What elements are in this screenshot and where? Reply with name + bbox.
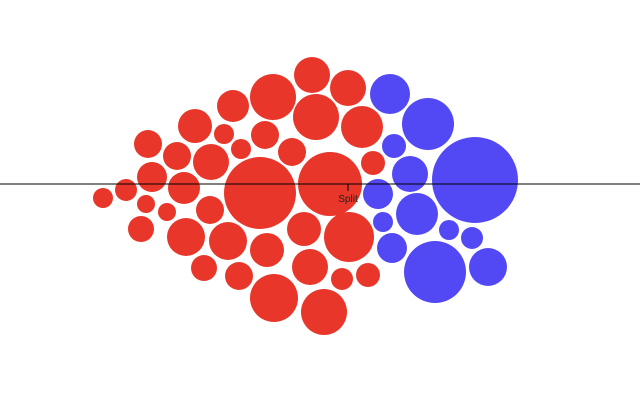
bubble-a-19[interactable] xyxy=(115,179,137,201)
bubble-a-0[interactable] xyxy=(294,57,330,93)
bubble-a-31[interactable] xyxy=(225,262,253,290)
bubble-a-8[interactable] xyxy=(251,121,279,149)
bubble-a-6[interactable] xyxy=(178,109,212,143)
bubble-a-24[interactable] xyxy=(128,216,154,242)
bubble-a-25[interactable] xyxy=(167,218,205,256)
bubble-b-3[interactable] xyxy=(392,156,428,192)
bubble-b-7[interactable] xyxy=(396,193,438,235)
bubble-a-28[interactable] xyxy=(324,212,374,262)
bubble-a-11[interactable] xyxy=(278,138,306,166)
bubble-b-2[interactable] xyxy=(382,134,406,158)
bubble-a-15[interactable] xyxy=(137,162,167,192)
bubble-a-2[interactable] xyxy=(330,70,366,106)
bubble-a-13[interactable] xyxy=(193,144,229,180)
bubble-a-36[interactable] xyxy=(301,289,347,335)
bubble-a-4[interactable] xyxy=(293,94,339,140)
split-label: Split xyxy=(338,194,358,205)
bubble-a-5[interactable] xyxy=(341,106,383,148)
bubble-b-5[interactable] xyxy=(363,179,393,209)
bubble-a-1[interactable] xyxy=(250,74,296,120)
bubble-a-32[interactable] xyxy=(292,249,328,285)
bubble-a-3[interactable] xyxy=(217,90,249,122)
bubble-b-4[interactable] xyxy=(432,137,518,223)
bubble-b-6[interactable] xyxy=(373,212,393,232)
bubble-a-33[interactable] xyxy=(331,268,353,290)
bubble-a-23[interactable] xyxy=(196,196,224,224)
bubble-b-0[interactable] xyxy=(370,74,410,114)
bubble-a-20[interactable] xyxy=(93,188,113,208)
bubble-a-9[interactable] xyxy=(134,130,162,158)
bubble-a-17[interactable] xyxy=(224,157,296,229)
bubble-group xyxy=(93,57,518,335)
bubble-b-9[interactable] xyxy=(461,227,483,249)
bubble-a-22[interactable] xyxy=(158,203,176,221)
bubble-a-35[interactable] xyxy=(250,274,298,322)
bubble-a-12[interactable] xyxy=(163,142,191,170)
bubble-b-12[interactable] xyxy=(469,248,507,286)
bubble-b-1[interactable] xyxy=(402,98,454,150)
bubble-a-14[interactable] xyxy=(361,151,385,175)
bubble-a-27[interactable] xyxy=(287,212,321,246)
bubble-b-11[interactable] xyxy=(404,241,466,303)
bubble-a-21[interactable] xyxy=(137,195,155,213)
bubble-a-7[interactable] xyxy=(214,124,234,144)
bubble-a-26[interactable] xyxy=(209,222,247,260)
bubble-b-8[interactable] xyxy=(439,220,459,240)
bubble-a-29[interactable] xyxy=(250,233,284,267)
bubble-a-30[interactable] xyxy=(191,255,217,281)
bubble-a-10[interactable] xyxy=(231,139,251,159)
bubble-b-10[interactable] xyxy=(377,233,407,263)
bubble-a-18[interactable] xyxy=(168,172,200,204)
bubble-a-34[interactable] xyxy=(356,263,380,287)
